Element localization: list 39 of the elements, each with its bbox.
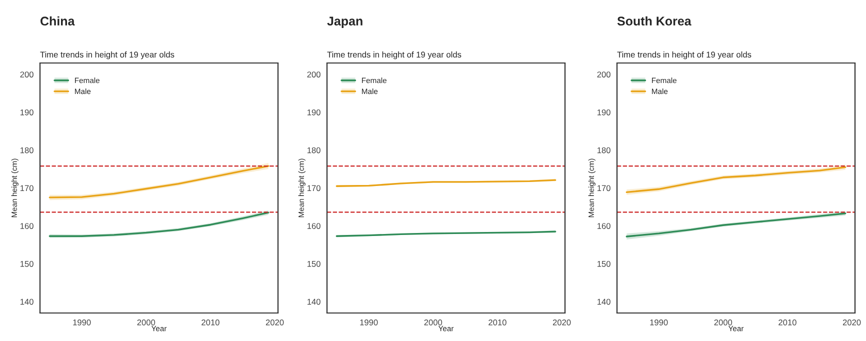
chart-subtitle: Time trends in height of 19 year olds <box>327 51 462 60</box>
y-tick-label: 200 <box>20 72 34 78</box>
y-tick-label: 190 <box>307 109 320 116</box>
y-tick-label: 150 <box>307 260 320 267</box>
x-tick-label: 2010 <box>488 319 506 326</box>
x-tick-label: 1990 <box>650 319 668 326</box>
chart-title: South Korea <box>617 16 692 26</box>
x-tick-label: 2010 <box>778 319 796 326</box>
x-tick-label: 2020 <box>552 319 571 326</box>
y-tick-label: 140 <box>597 298 610 305</box>
y-tick-label: 150 <box>597 260 610 267</box>
x-tick-label: 1990 <box>73 319 91 326</box>
chart-subtitle: Time trends in height of 19 year olds <box>617 51 752 60</box>
y-tick-label: 160 <box>307 223 320 229</box>
y-tick-label: 200 <box>307 72 320 78</box>
chart-title: Japan <box>327 16 362 28</box>
x-tick-label: 2000 <box>137 319 156 326</box>
y-tick-label: 160 <box>597 223 610 229</box>
y-tick-label: 140 <box>307 298 320 305</box>
y-tick-label: 170 <box>597 185 610 192</box>
x-tick-label: 2000 <box>714 319 732 326</box>
chart-subtitle: Time trends in height of 19 year olds <box>40 51 174 60</box>
y-tick-label: 180 <box>307 147 320 154</box>
y-tick-label: 140 <box>20 298 34 305</box>
y-tick-label: 150 <box>20 260 34 267</box>
x-tick-label: 1990 <box>360 319 378 326</box>
y-tick-label: 170 <box>307 185 320 192</box>
y-tick-label: 200 <box>597 72 610 78</box>
chart-title: China <box>40 16 75 26</box>
x-tick-label: 2020 <box>266 319 284 326</box>
x-tick-label: 2020 <box>842 319 861 326</box>
y-tick-label: 190 <box>597 109 610 116</box>
y-tick-label: 160 <box>20 223 34 229</box>
x-tick-label: 2000 <box>424 319 442 326</box>
y-tick-label: 170 <box>20 185 34 192</box>
y-tick-label: 180 <box>20 147 34 154</box>
x-tick-label: 2010 <box>202 319 220 326</box>
y-tick-label: 180 <box>597 147 610 154</box>
y-tick-label: 190 <box>20 109 34 116</box>
